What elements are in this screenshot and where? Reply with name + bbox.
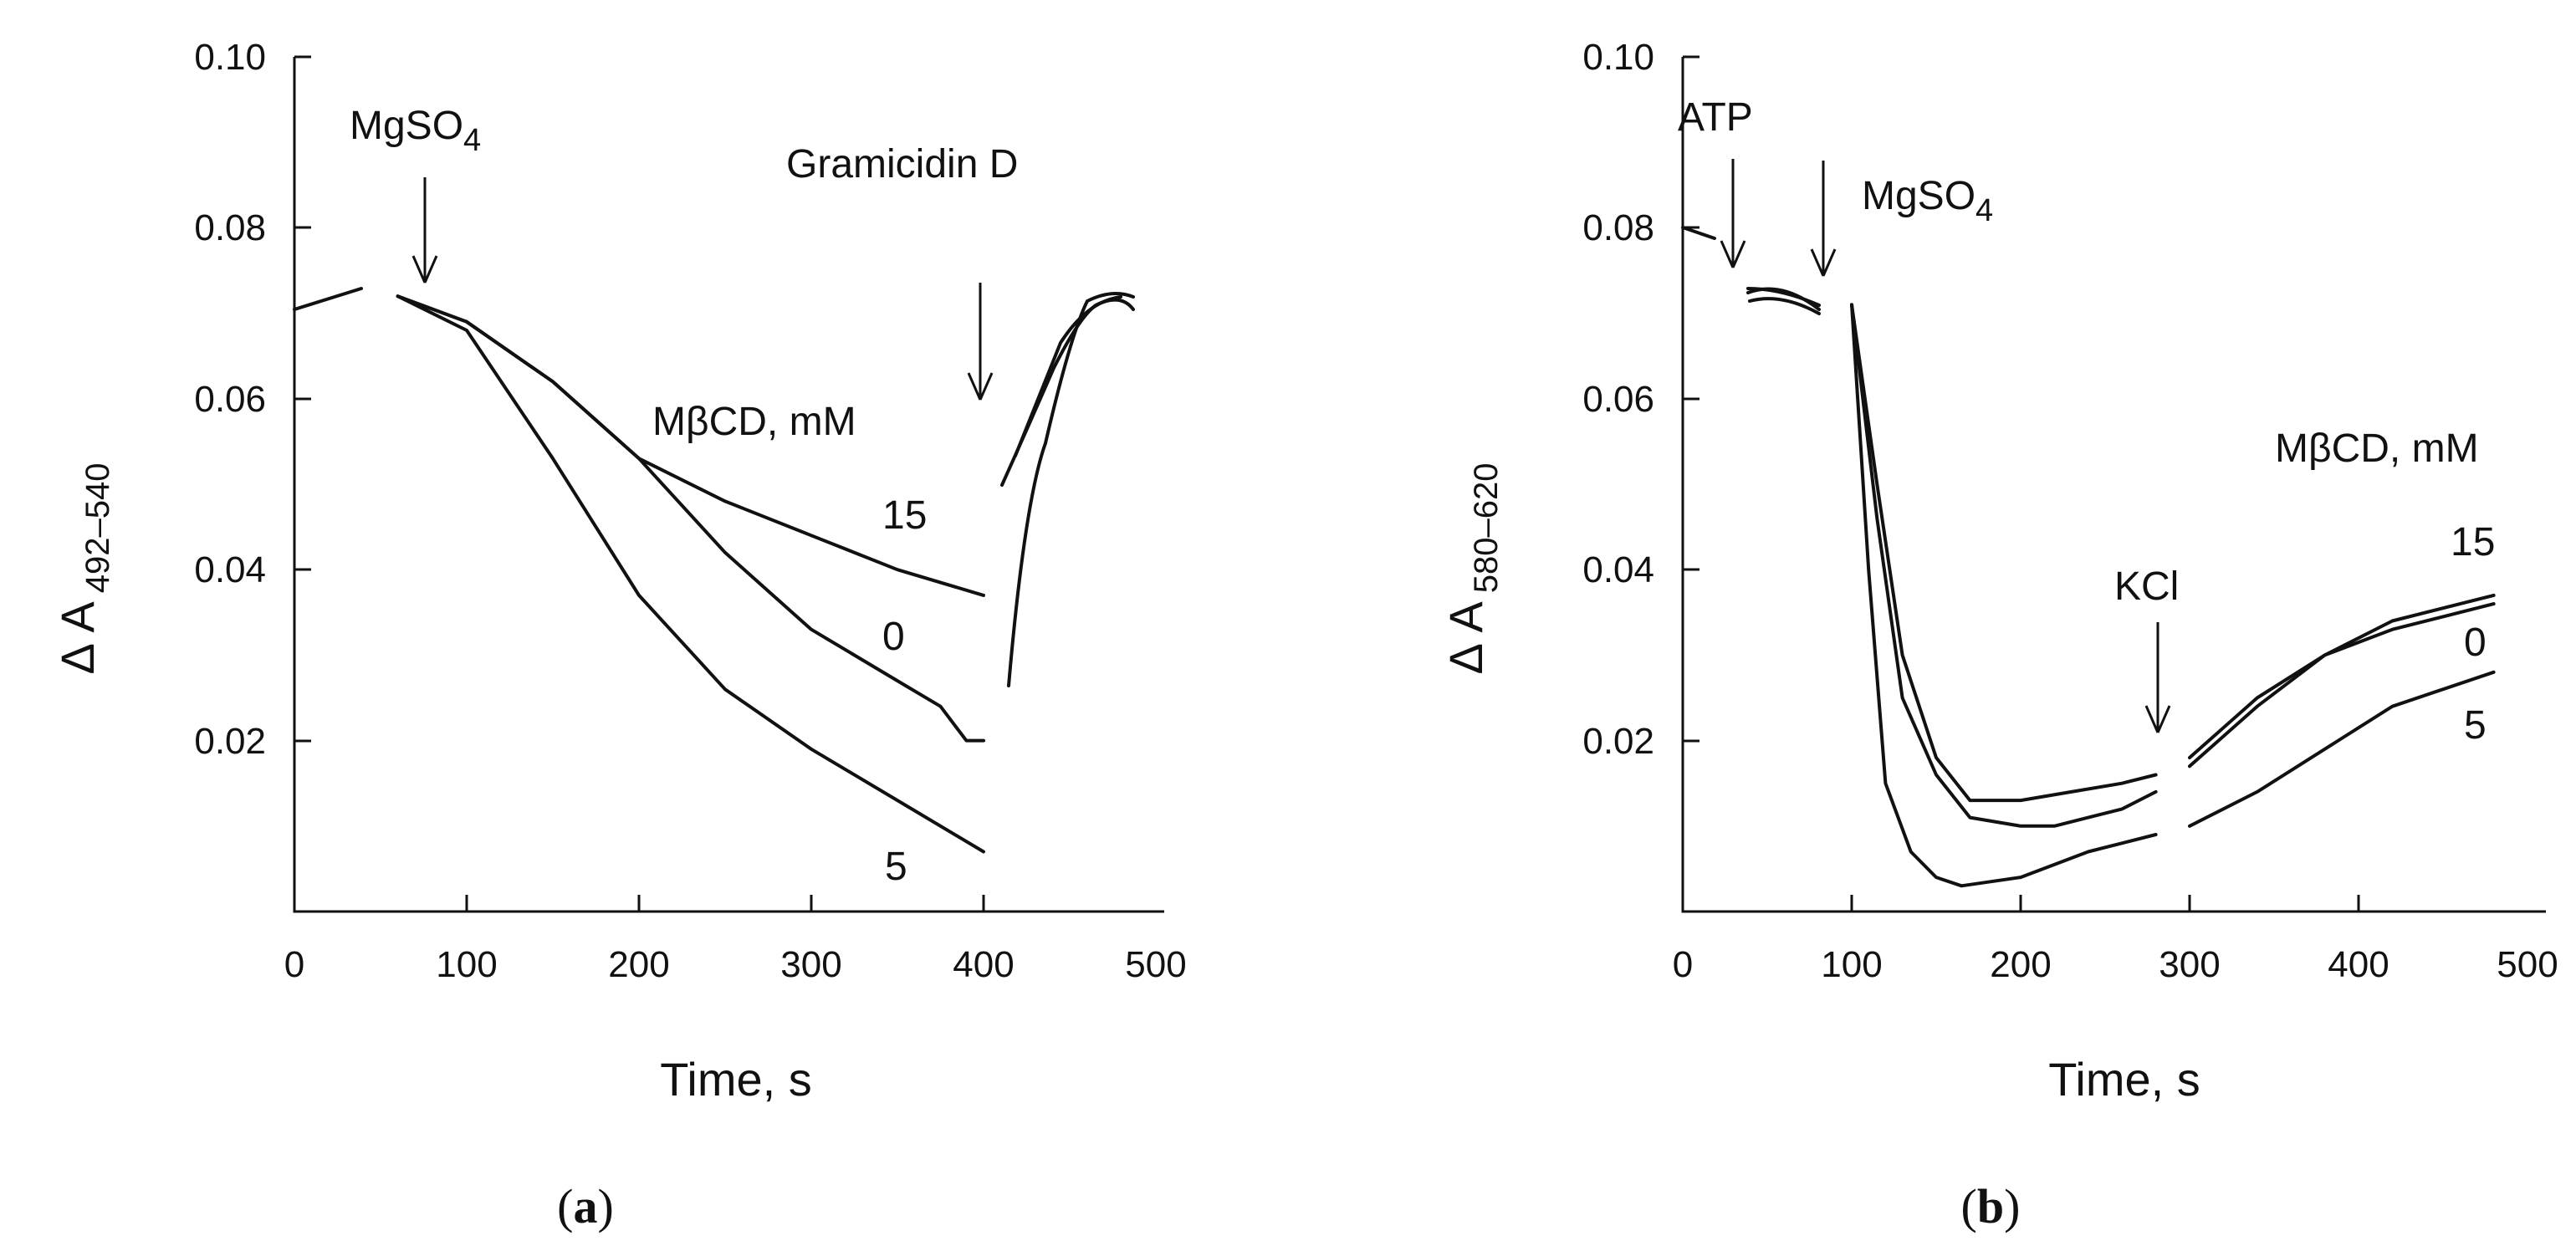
annotation-gramicidin: Gramicidin D (786, 142, 1018, 186)
series-label-15: 15 (882, 493, 927, 538)
series-line-5 (396, 294, 985, 854)
panel-a-series (396, 294, 985, 854)
xtick-label: 300 (780, 944, 841, 985)
panel-letter-b: b (1977, 1179, 2004, 1233)
series-line-5 (1850, 303, 2158, 888)
series-labels-a: 15 0 5 (882, 493, 927, 889)
panel-b-xticks: 0 100 200 300 400 500 (1673, 895, 2558, 985)
panel-a: 0.10 0.08 0.06 0.04 0.02 0 100 200 300 4… (51, 37, 1187, 1233)
annotation-atp: ATP (1678, 95, 1753, 140)
caption-paren-close: ) (2004, 1179, 2020, 1233)
annotation-mgso4: MgSO4 (350, 104, 481, 158)
panel-b: 0.10 0.08 0.06 0.04 0.02 0 100 200 300 4… (1439, 37, 2558, 1233)
panel-a-yticks: 0.10 0.08 0.06 0.04 0.02 (194, 37, 311, 762)
pre-addition-trace (293, 287, 363, 311)
series-line-15 (396, 294, 985, 597)
caption-paren-open: ( (1961, 1179, 1977, 1233)
series-line-0 (1850, 303, 2158, 828)
xtick-label: 0 (284, 944, 304, 985)
caption-a: (a) (557, 1179, 614, 1233)
x-axis-title: Time, s (660, 1053, 811, 1106)
legend-title: MβCD, mM (652, 400, 856, 444)
ytick-label: 0.08 (1582, 207, 1654, 248)
xtick-label: 500 (1125, 944, 1186, 985)
xtick-label: 200 (608, 944, 669, 985)
ytick-label: 0.02 (194, 721, 266, 762)
series-label-0: 0 (882, 615, 905, 659)
series-line-0 (396, 294, 985, 743)
xtick-label: 500 (2497, 944, 2558, 985)
series-label-5: 5 (2464, 703, 2487, 748)
xtick-label: 400 (2328, 944, 2389, 985)
series-line-0 (2188, 602, 2496, 769)
arrow-atp (1720, 159, 1746, 268)
annotation-mgso4: MgSO4 (1862, 174, 1993, 228)
panel-b-series (1850, 303, 2496, 888)
y-axis-title: Δ A492–540 (51, 463, 116, 675)
ytick-label: 0.02 (1582, 721, 1654, 762)
xtick-label: 300 (2159, 944, 2220, 985)
xtick-label: 200 (1990, 944, 2051, 985)
y-axis-title: Δ A580–620 (1439, 463, 1505, 675)
panel-b-yticks: 0.10 0.08 0.06 0.04 0.02 (1582, 37, 1699, 762)
caption-b: (b) (1961, 1179, 2021, 1233)
panel-a-axes (293, 57, 1164, 913)
panel-b-axes (1681, 57, 2546, 913)
svg-text:Δ A580–620: Δ A580–620 (1439, 463, 1505, 675)
x-axis-title: Time, s (2048, 1053, 2200, 1106)
svg-text:Δ A492–540: Δ A492–540 (51, 463, 116, 675)
arrow-mgso4 (411, 177, 438, 283)
arrow-kcl (2144, 622, 2171, 733)
ytick-label: 0.06 (194, 379, 266, 420)
ytick-label: 0.10 (1582, 37, 1654, 78)
svg-text:(a): (a) (557, 1179, 614, 1233)
ytick-label: 0.08 (194, 207, 266, 248)
panel-letter-a: a (574, 1179, 598, 1233)
caption-paren-open: ( (557, 1179, 573, 1233)
series-label-0: 0 (2464, 620, 2487, 665)
ytick-label: 0.06 (1582, 379, 1654, 420)
svg-text:(b): (b) (1961, 1179, 2021, 1233)
xtick-label: 400 (953, 944, 1014, 985)
series-labels-b: 15 0 5 (2451, 520, 2495, 748)
series-label-5: 5 (885, 845, 907, 889)
ytick-label: 0.10 (194, 37, 266, 78)
ytick-label: 0.04 (1582, 549, 1654, 590)
pre-addition-traces (1681, 226, 1821, 315)
series-line-15 (1850, 303, 2158, 803)
xtick-label: 0 (1673, 944, 1693, 985)
caption-paren-close: ) (598, 1179, 614, 1233)
panel-a-xticks: 0 100 200 300 400 500 (284, 895, 1187, 985)
legend-title: MβCD, mM (2275, 426, 2479, 471)
arrow-gramicidin (967, 283, 994, 401)
xtick-label: 100 (1821, 944, 1882, 985)
recovery-traces (1000, 292, 1135, 687)
series-label-15: 15 (2451, 520, 2495, 564)
series-line-5 (2188, 670, 2496, 828)
ytick-label: 0.04 (194, 549, 266, 590)
arrow-mgso4 (1810, 161, 1837, 277)
xtick-label: 100 (436, 944, 497, 985)
annotation-kcl: KCl (2114, 564, 2179, 609)
series-line-15 (2188, 593, 2496, 759)
